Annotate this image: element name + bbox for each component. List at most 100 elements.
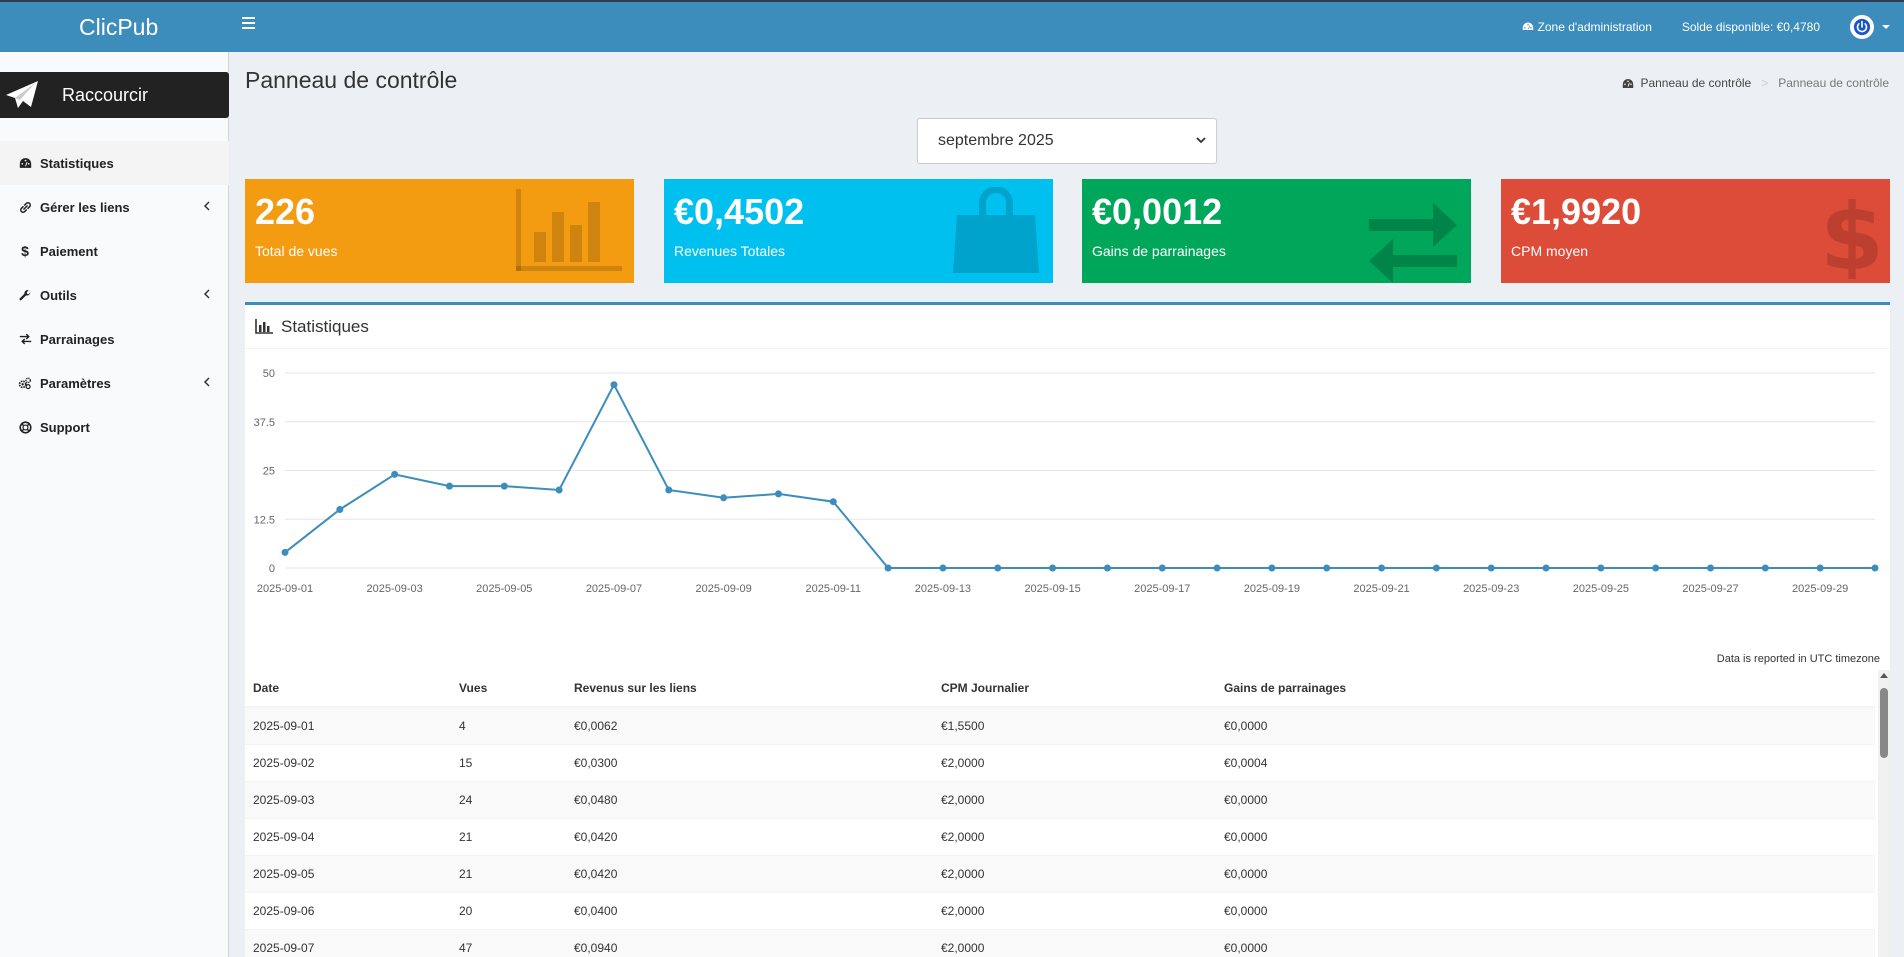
column-header[interactable]: Date (245, 670, 451, 708)
table-cell: 15 (451, 743, 566, 781)
stat-box-referral: €0,0012 Gains de parrainages (1082, 179, 1471, 283)
x-tick-label: 2025-09-03 (367, 583, 423, 595)
sidebar-item-label: Support (40, 419, 90, 435)
sidebar-toggle-icon[interactable] (242, 17, 257, 32)
data-point (281, 548, 289, 556)
dashboard-icon (18, 156, 32, 170)
data-point (665, 486, 673, 494)
table-row: 2025-09-01 4 €0,0062 €1,5500 €0,0000 (245, 706, 1875, 744)
data-point (1049, 564, 1057, 572)
dollar-icon: $ (1824, 187, 1880, 279)
stat-label: CPM moyen (1511, 243, 1589, 259)
table-cell: €0,0000 (1216, 817, 1875, 855)
x-tick-label: 2025-09-19 (1244, 583, 1300, 595)
sidebar-item-label: Statistiques (40, 155, 114, 171)
data-point (500, 482, 508, 490)
sidebar-item-label: Gérer les liens (40, 199, 130, 215)
column-header[interactable]: Gains de parrainages (1216, 670, 1875, 708)
utc-note: Data is reported in UTC timezone (1716, 653, 1880, 665)
month-select[interactable]: septembre 2025 (917, 118, 1217, 164)
shorten-label: Raccourcir (62, 84, 149, 105)
exchange-icon (18, 332, 32, 346)
table-scrollbar[interactable] (1878, 670, 1890, 957)
scroll-up-icon[interactable] (1880, 673, 1888, 678)
x-tick-label: 2025-09-27 (1682, 583, 1738, 595)
table-cell: €0,0000 (1216, 854, 1875, 892)
stat-label: Gains de parrainages (1092, 243, 1226, 259)
admin-zone-label: Zone d'administration (1537, 20, 1652, 34)
table-cell: €0,0000 (1216, 928, 1875, 957)
breadcrumb-current: Panneau de contrôle (1778, 76, 1889, 90)
dashboard-icon (1623, 78, 1634, 88)
power-icon (1850, 15, 1874, 39)
stat-label: Total de vues (255, 243, 338, 259)
stat-box-cpm: €1,9920 CPM moyen $ (1501, 179, 1890, 283)
data-point (1816, 564, 1824, 572)
table-cell: €0,0004 (1216, 743, 1875, 781)
bar-chart-icon (255, 319, 273, 334)
data-point (720, 494, 728, 502)
sidebar-item-statistiques[interactable]: Statistiques (0, 141, 229, 185)
x-tick-label: 2025-09-01 (257, 583, 313, 595)
column-header[interactable]: Vues (451, 670, 566, 708)
sidebar-item-paiement[interactable]: $ Paiement (0, 229, 229, 273)
data-point (336, 506, 344, 513)
bar-chart-icon (516, 189, 622, 271)
table-cell: 2025-09-01 (245, 706, 451, 744)
dollar-icon: $ (21, 243, 29, 259)
lifebuoy-icon (18, 420, 32, 434)
y-tick-label: 25 (263, 466, 275, 478)
scrollbar-thumb[interactable] (1880, 688, 1888, 758)
data-point (1378, 564, 1386, 572)
table-cell: 2025-09-02 (245, 743, 451, 781)
stat-box-revenue: €0,4502 Revenues Totales (664, 179, 1053, 283)
x-tick-label: 2025-09-21 (1353, 583, 1409, 595)
table-cell: 2025-09-06 (245, 891, 451, 929)
x-tick-label: 2025-09-11 (806, 583, 861, 595)
sidebar-item-gerer-liens[interactable]: Gérer les liens (0, 185, 229, 229)
svg-text:$: $ (1824, 187, 1880, 279)
top-right-nav: Zone d'administration Solde disponible: … (1522, 2, 1904, 52)
data-point (1323, 564, 1331, 572)
x-tick-label: 2025-09-05 (476, 583, 532, 595)
app-logo[interactable]: ClicPub (79, 14, 159, 40)
stat-box-views: 226 Total de vues (245, 179, 634, 283)
balance-label: Solde disponible: €0,4780 (1681, 20, 1820, 34)
table-row: 2025-09-02 15 €0,0300 €2,0000 €0,0004 (245, 743, 1875, 781)
chevron-left-icon (203, 201, 210, 211)
column-header[interactable]: Revenus sur les liens (566, 670, 933, 708)
stat-label: Revenues Totales (674, 243, 786, 259)
sidebar-item-support[interactable]: Support (0, 405, 229, 449)
breadcrumb-home[interactable]: Panneau de contrôle (1640, 76, 1752, 90)
table-cell: €2,0000 (933, 743, 1216, 781)
column-header[interactable]: CPM Journalier (933, 670, 1216, 708)
data-point (1432, 564, 1440, 572)
breadcrumb-separator: > (1761, 76, 1769, 90)
table-row: 2025-09-03 24 €0,0480 €2,0000 €0,0000 (245, 780, 1875, 818)
statistics-header: Statistiques (245, 305, 1890, 349)
x-tick-label: 2025-09-23 (1463, 583, 1519, 595)
y-tick-label: 12.5 (254, 514, 275, 526)
data-point (884, 564, 892, 572)
y-tick-label: 37.5 (254, 417, 275, 429)
table-cell: €0,0940 (566, 928, 933, 957)
sidebar-item-parrainages[interactable]: Parrainages (0, 317, 229, 361)
table-cell: €0,0300 (566, 743, 933, 781)
paper-plane-icon (2, 75, 42, 115)
month-select-value: septembre 2025 (938, 132, 1054, 149)
sidebar-item-parametres[interactable]: Paramètres (0, 361, 229, 405)
page-title: Panneau de contrôle (245, 67, 458, 93)
stat-value: €1,9920 (1511, 191, 1642, 232)
sidebar-item-outils[interactable]: Outils (0, 273, 229, 317)
table-cell: 4 (451, 706, 566, 744)
x-tick-label: 2025-09-13 (915, 583, 971, 595)
table-cell: €0,0420 (566, 817, 933, 855)
dashboard-icon (1522, 22, 1533, 30)
table-cell: 20 (451, 891, 566, 929)
statistics-title: Statistiques (281, 316, 369, 336)
shorten-button[interactable]: Raccourcir (0, 72, 229, 118)
table-cell: 2025-09-05 (245, 854, 451, 892)
table-cell: 21 (451, 854, 566, 892)
admin-zone-link[interactable]: Zone d'administration (1522, 20, 1652, 34)
user-menu-button[interactable] (1850, 15, 1890, 39)
